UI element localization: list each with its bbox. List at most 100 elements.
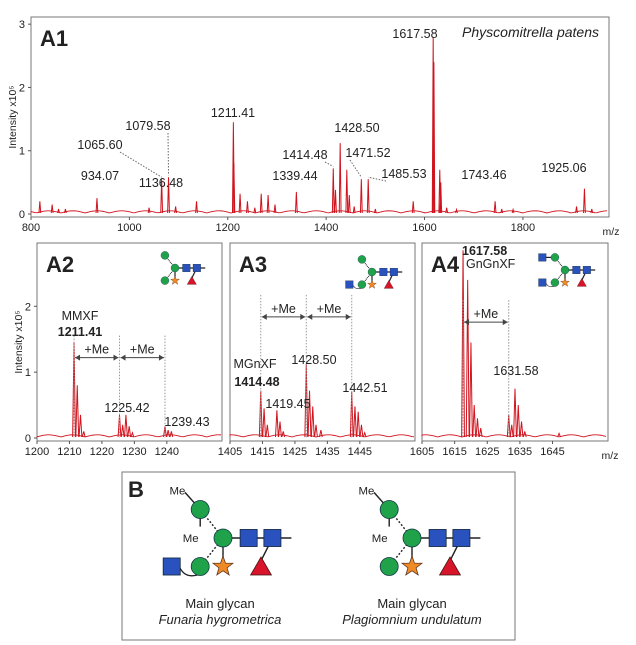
x-tick-label: 1200 — [25, 446, 49, 458]
x-tick-label: 1240 — [155, 446, 179, 458]
glycan-name: MMXF — [62, 309, 99, 323]
spectrum-peak — [307, 390, 312, 438]
spectrum-peak — [124, 414, 128, 438]
spectrum-peak — [147, 207, 151, 214]
spectrum-peak — [262, 408, 266, 438]
spectrum-peak — [347, 194, 351, 214]
spectrum-peak — [511, 207, 515, 214]
plot-frame — [30, 16, 610, 218]
spectrum-peak — [461, 250, 465, 438]
x-tick-label: 1415 — [250, 446, 274, 458]
spectrum-peak — [475, 418, 480, 438]
spectrum-peak — [278, 421, 282, 438]
x-axis-label: m/z — [602, 450, 619, 462]
glcnac-square-icon — [379, 268, 388, 276]
spectrum-peak — [362, 431, 367, 438]
main-peak-label: 1211.41 — [58, 325, 103, 339]
methyl-arrow-head — [307, 313, 351, 320]
spectrum-peak — [167, 177, 170, 214]
spectrum-peak — [469, 342, 473, 438]
spectrum-peak — [439, 182, 443, 214]
spectrum-peak — [478, 428, 483, 438]
methyl-label: Me — [358, 485, 374, 497]
panel-b-frame — [121, 471, 516, 641]
x-tick-label: 1200 — [216, 222, 240, 234]
x-tick-label: 1210 — [57, 446, 81, 458]
spectrum-peak — [472, 405, 477, 438]
y-tick-label: 3 — [19, 19, 25, 31]
methyl-label: Me — [372, 533, 388, 545]
xylose-star-icon — [400, 554, 424, 576]
spectrum-peak — [57, 208, 60, 214]
x-tick-label: 800 — [22, 222, 40, 234]
methyl-label: +Me — [474, 307, 499, 321]
spectrum-baseline — [36, 434, 222, 438]
y-axis-label: Intensity x10⁵ — [13, 310, 25, 373]
peak-label: 1239.43 — [164, 415, 209, 429]
peak-label: 1225.42 — [104, 401, 149, 415]
mannose-circle-icon — [190, 557, 210, 576]
mannose-circle-icon — [190, 500, 210, 519]
spectrum-peak — [465, 279, 470, 438]
x-tick-label: 1220 — [90, 446, 114, 458]
mannose-circle-icon — [560, 265, 570, 275]
mannose-circle-icon — [550, 278, 560, 287]
mannose-circle-icon — [379, 557, 399, 576]
leader-line — [368, 176, 387, 182]
spectrum-peak — [345, 169, 349, 214]
peak-label: 1414.48 — [282, 148, 327, 162]
glcnac-square-icon — [182, 264, 191, 272]
spectrum-peak — [373, 208, 377, 214]
glcnac-square-icon — [572, 266, 581, 274]
x-tick-label: 1635 — [508, 446, 532, 458]
spectrum-peak — [338, 143, 342, 214]
x-tick-label: 1405 — [218, 446, 242, 458]
xylose-star-icon — [367, 279, 377, 289]
spectrum-peak — [130, 431, 135, 438]
y-tick-label: 1 — [25, 367, 31, 379]
fucose-triangle-icon — [249, 556, 273, 576]
spectrum-peak — [353, 406, 357, 438]
xylose-star-icon — [211, 554, 235, 576]
spectrum-peak — [557, 432, 561, 438]
spectrum-peak — [310, 406, 315, 438]
peak-label: 1428.50 — [334, 121, 379, 135]
main-peak-label: 1617.58 — [462, 244, 507, 258]
spectrum-peak — [516, 405, 521, 438]
glcnac-square-icon — [162, 557, 181, 576]
methyl-arrow-head — [120, 354, 164, 361]
x-tick-label: 1625 — [475, 446, 499, 458]
spectrum-peak — [331, 168, 335, 214]
methyl-arrow-head — [75, 354, 119, 361]
glcnac-square-icon — [239, 529, 258, 547]
panel-a3: 1405 1415 1425 1435 1445 A3 — [218, 242, 416, 458]
spectrum-peak — [281, 431, 286, 438]
spectrum-peak — [513, 388, 517, 438]
main-peak-label: 1414.48 — [234, 375, 279, 389]
panel-label: A3 — [239, 252, 267, 277]
glycan-structure — [345, 255, 403, 289]
mannose-circle-icon — [402, 528, 422, 548]
spectrum-peak — [246, 201, 249, 214]
glcnac-square-icon — [389, 268, 398, 276]
peak-label: 1339.44 — [272, 169, 317, 183]
species-name: Funaria hygrometrica — [159, 612, 282, 627]
species-name: Plagiomnium undulatum — [342, 612, 482, 627]
leader-line — [349, 159, 362, 178]
plot-frame — [421, 242, 609, 442]
mannose-circle-icon — [160, 251, 170, 260]
peak-label: 1419.45 — [265, 397, 310, 411]
panel-a4: 1605 1615 1625 1635 1645 m/z A4 — [410, 242, 619, 462]
glycan-structure: Me Me — [162, 485, 292, 577]
spectrum-peak — [583, 188, 586, 214]
mannose-circle-icon — [367, 267, 377, 277]
x-tick-label: 1435 — [315, 446, 339, 458]
spectrum-peak — [195, 201, 198, 214]
plot-frame — [36, 242, 223, 442]
y-axis-label: Intensity x10⁵ — [7, 85, 19, 148]
glycan-name: GnGnXF — [466, 257, 516, 271]
spectrum-baseline — [229, 434, 415, 438]
mannose-circle-icon — [550, 253, 560, 262]
